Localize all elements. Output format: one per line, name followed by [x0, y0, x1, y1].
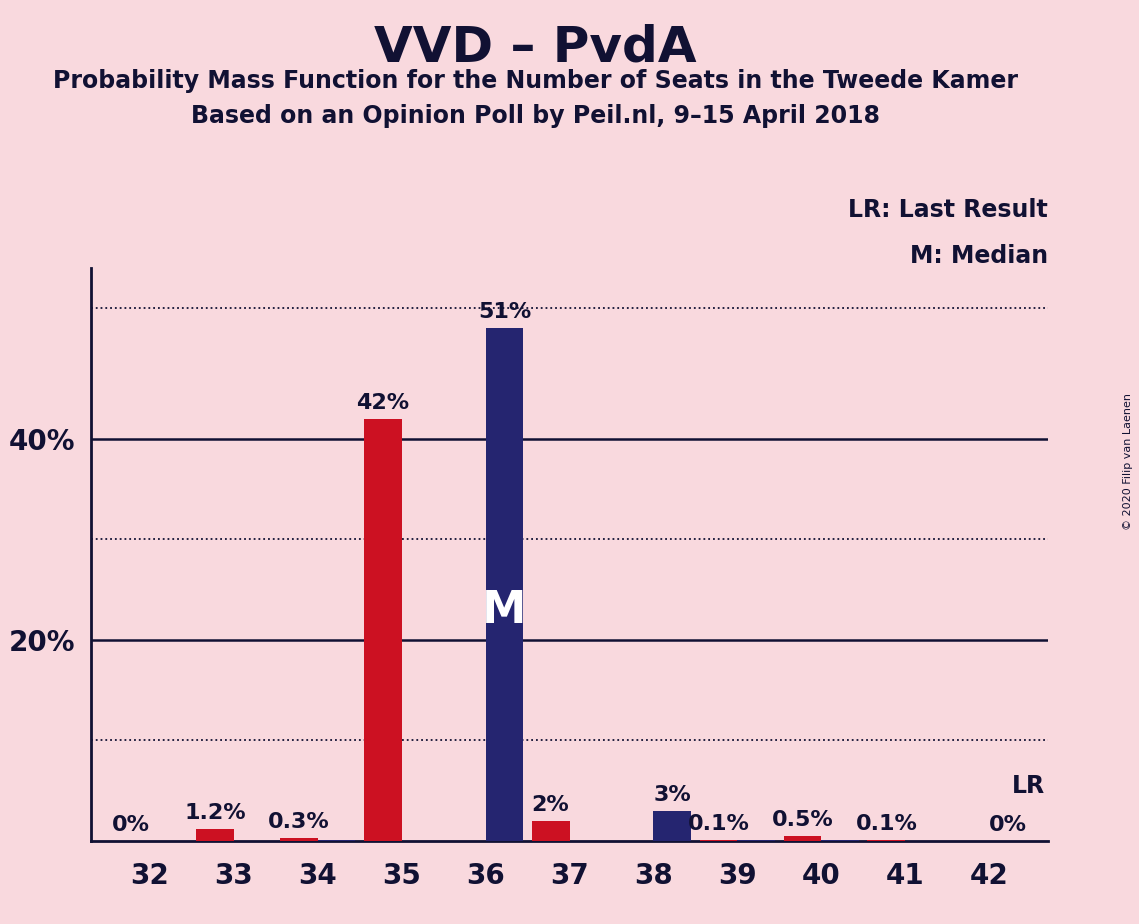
Text: © 2020 Filip van Laenen: © 2020 Filip van Laenen [1123, 394, 1133, 530]
Text: 51%: 51% [478, 302, 531, 322]
Text: VVD – PvdA: VVD – PvdA [374, 23, 697, 71]
Text: 2%: 2% [532, 795, 570, 815]
Bar [784, 836, 821, 841]
Bar [737, 840, 776, 841]
Text: LR: Last Result: LR: Last Result [849, 198, 1048, 222]
Text: 0.3%: 0.3% [268, 812, 329, 832]
Text: 0.5%: 0.5% [771, 809, 834, 830]
Text: Based on an Opinion Poll by Peil.nl, 9–15 April 2018: Based on an Opinion Poll by Peil.nl, 9–1… [191, 104, 879, 128]
Text: 0.1%: 0.1% [855, 814, 917, 833]
Text: Probability Mass Function for the Number of Seats in the Tweede Kamer: Probability Mass Function for the Number… [52, 69, 1018, 93]
Bar [485, 328, 523, 841]
Bar [196, 829, 233, 841]
Text: 0.1%: 0.1% [688, 814, 749, 833]
Bar [699, 840, 737, 841]
Text: 0%: 0% [112, 815, 150, 834]
Bar [821, 840, 859, 841]
Bar [654, 810, 691, 841]
Text: M: M [482, 589, 526, 632]
Bar [280, 838, 318, 841]
Bar [532, 821, 570, 841]
Bar [363, 419, 402, 841]
Bar [868, 840, 906, 841]
Text: 3%: 3% [654, 784, 691, 805]
Text: 0%: 0% [989, 815, 1027, 834]
Text: 42%: 42% [357, 393, 409, 413]
Text: LR: LR [1013, 773, 1046, 797]
Text: 1.2%: 1.2% [185, 803, 246, 822]
Bar [318, 840, 355, 841]
Text: M: Median: M: Median [910, 244, 1048, 268]
